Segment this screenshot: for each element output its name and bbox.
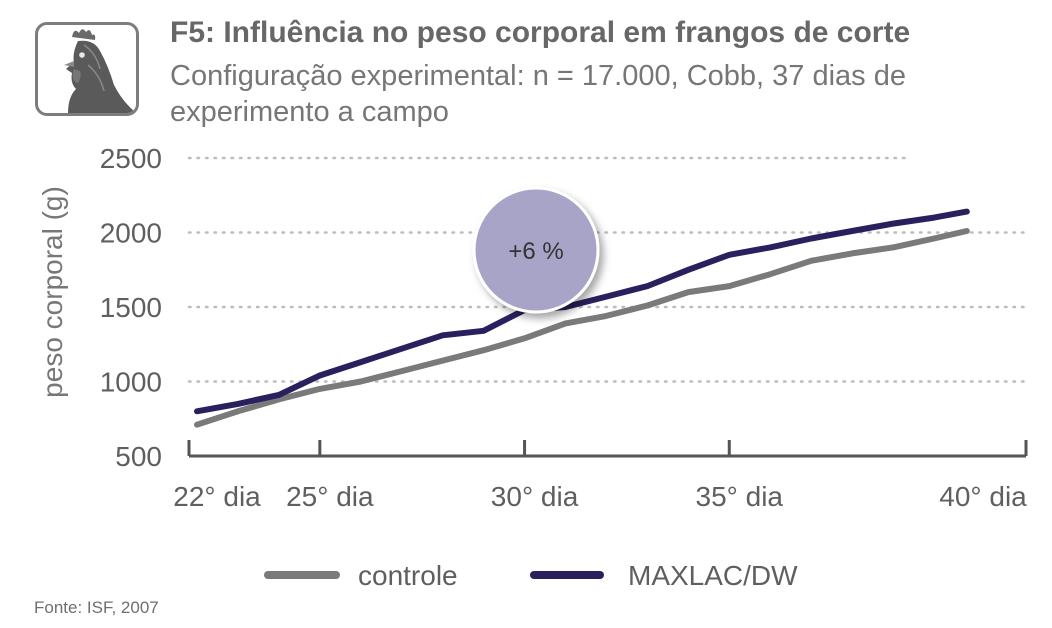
legend-label-maxlac: MAXLAC/DW (628, 560, 798, 591)
x-tick-label-22: 22° dia (173, 481, 261, 512)
legend: controle MAXLAC/DW (264, 560, 798, 591)
y-tick-label-2000: 2000 (100, 218, 162, 249)
x-axis (187, 440, 1028, 458)
legend-label-controle: controle (358, 560, 458, 591)
chart-title: F5: Influência no peso corporal em frang… (170, 16, 911, 49)
x-tick-label-35: 35° dia (696, 481, 784, 512)
chicken-logo-icon (35, 22, 139, 116)
x-tick-label-30: 30° dia (491, 481, 579, 512)
series-lines (194, 208, 970, 428)
x-axis-ticks: 22° dia 25° dia 30° dia 35° dia 40° dia (173, 440, 1027, 512)
y-tick-label-1500: 1500 (100, 292, 162, 323)
y-axis-ticks: 500 1000 1500 2000 2500 (100, 143, 162, 472)
x-tick-label-40: 40° dia (939, 481, 1027, 512)
y-tick-label-2500: 2500 (100, 143, 162, 174)
percent-annotation-bubble: +6 % (472, 186, 600, 314)
percent-annotation-label: +6 % (508, 238, 563, 265)
grid-lines (187, 156, 1028, 383)
series-line-controle (194, 228, 970, 428)
chart-subtitle: Configuração experimental: n = 17.000, C… (170, 60, 906, 128)
y-axis-label: peso corporal (g) (37, 186, 68, 398)
series-line-maxlac (194, 208, 970, 415)
y-tick-label-1000: 1000 (100, 367, 162, 398)
x-tick-label-25: 25° dia (286, 481, 374, 512)
y-tick-label-500: 500 (115, 441, 162, 472)
source-note: Fonte: ISF, 2007 (34, 598, 159, 617)
